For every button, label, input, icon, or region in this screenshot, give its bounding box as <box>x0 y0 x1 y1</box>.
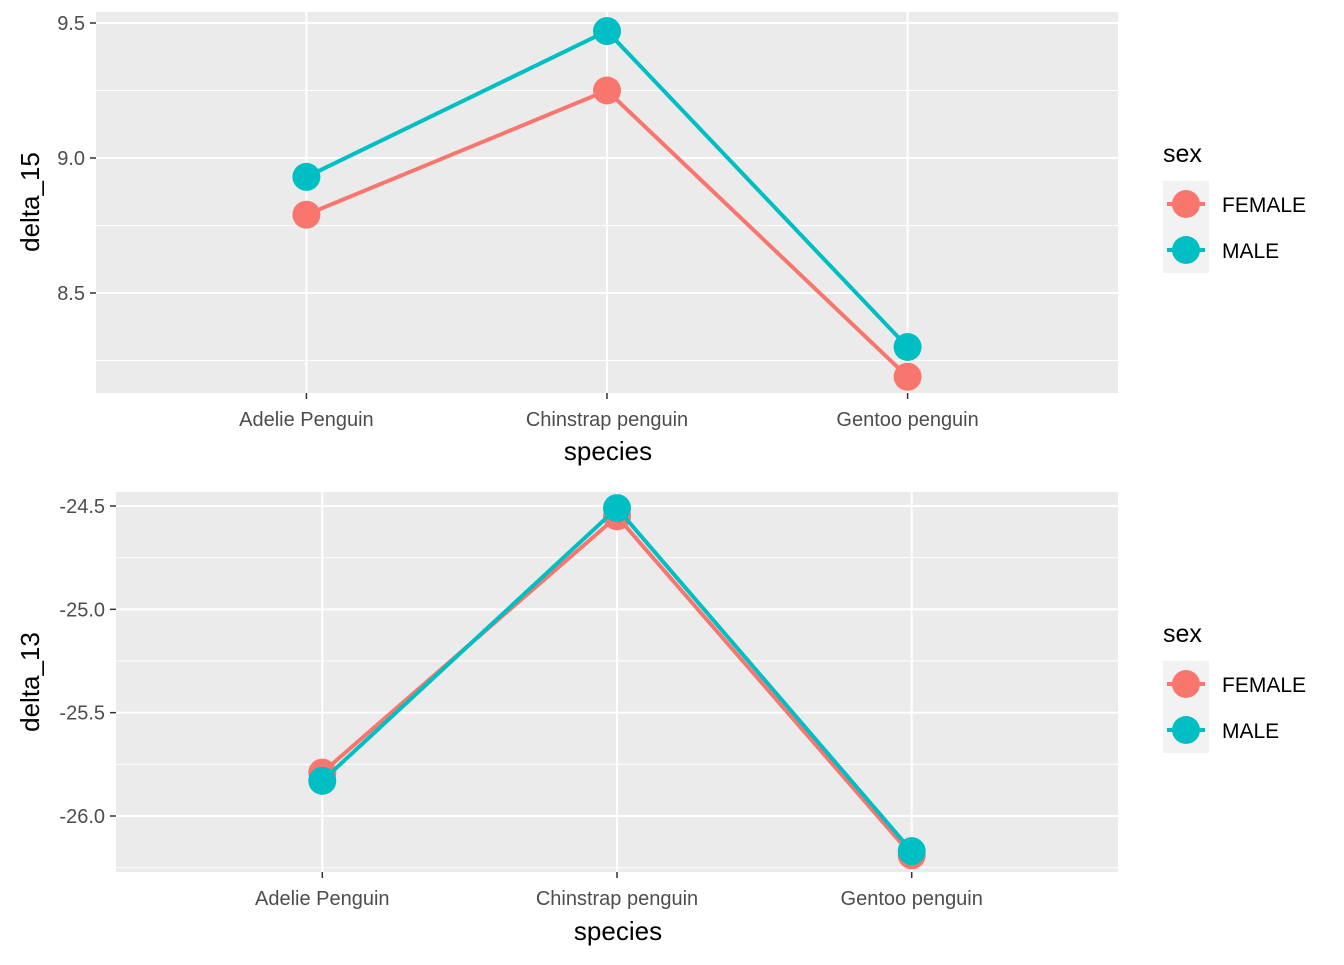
legend-label: FEMALE <box>1222 674 1306 697</box>
x-tick-label: Chinstrap penguin <box>526 409 688 431</box>
legend-key-point <box>1172 670 1200 698</box>
x-axis-title: species <box>574 916 662 946</box>
y-tick-label: -25.0 <box>59 599 105 621</box>
data-point-male <box>308 766 337 795</box>
y-tick-label: -24.5 <box>59 496 105 518</box>
data-point-male <box>603 494 631 523</box>
legend-title: sex <box>1163 140 1202 168</box>
x-tick-label: Gentoo penguin <box>836 409 978 431</box>
y-tick-label: 8.5 <box>57 283 85 305</box>
x-axis-title: species <box>564 436 652 466</box>
legend-label: MALE <box>1222 720 1279 743</box>
x-tick-label: Gentoo penguin <box>841 888 983 910</box>
data-point-female <box>893 362 922 391</box>
y-tick-label: 9.5 <box>57 13 85 35</box>
legend-key-point <box>1172 716 1200 744</box>
chart-panel-1: 9.5 9.0 8.5 Adelie Penguin Chinstrap penguin… <box>15 12 1306 466</box>
y-axis-title: delta_15 <box>15 152 45 252</box>
legend-key-point <box>1172 236 1200 264</box>
legend-label: FEMALE <box>1222 194 1306 217</box>
y-tick-label: -25.5 <box>59 703 105 725</box>
data-point-male <box>593 17 621 46</box>
data-point-female <box>292 200 321 229</box>
x-tick-label: Adelie Penguin <box>239 409 374 431</box>
x-tick-label: Chinstrap penguin <box>536 888 698 910</box>
legend-title: sex <box>1163 620 1202 648</box>
chart-panel-2: -24.5 -25.0 -25.5 -26.0 Adelie Penguin Chinst… <box>15 492 1306 946</box>
data-point-male <box>893 333 922 361</box>
x-tick-label: Adelie Penguin <box>255 888 390 910</box>
y-axis-title: delta_13 <box>15 632 45 732</box>
legend-label: MALE <box>1222 240 1279 263</box>
data-point-female <box>593 76 621 105</box>
data-point-male <box>897 837 926 866</box>
y-tick-label: -26.0 <box>59 806 105 828</box>
data-point-male <box>292 162 321 191</box>
legend: sex FEMALE MALE <box>1163 140 1306 273</box>
y-tick-label: 9.0 <box>57 148 85 170</box>
legend: sex FEMALE MALE <box>1163 620 1306 753</box>
legend-key-point <box>1172 190 1200 218</box>
